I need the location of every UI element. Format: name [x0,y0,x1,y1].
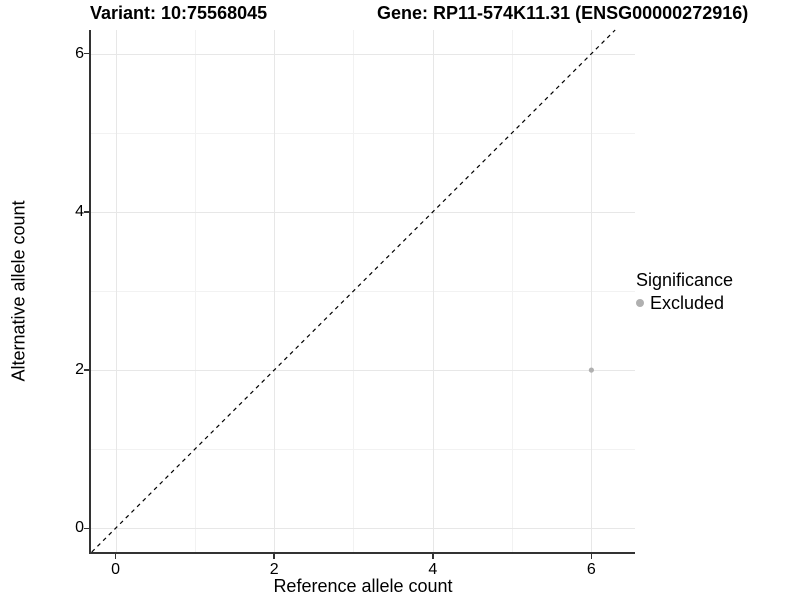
identity-dashed-line [91,29,616,553]
x-tick-mark [590,554,593,559]
x-tick-mark [114,554,117,559]
points-group [588,367,594,373]
legend-item-excluded: Excluded [636,293,733,313]
gridline-x-major [432,30,434,552]
x-tick-label: 0 [111,561,121,578]
x-tick-mark [273,554,275,559]
x-tick-label: 2 [269,561,279,578]
x-tick-mark [432,554,434,559]
gridline-x-major [591,30,593,552]
y-tick-mark [84,369,89,371]
plot-title-variant: Variant: 10:75568045 [90,3,268,23]
gridline-y-major [91,528,635,530]
y-tick-label: 6 [75,44,84,62]
plot-title-gene: Gene: RP11-574K11.31 (ENSG00000272916) [377,3,749,23]
x-tick-label: 4 [428,561,438,578]
gridline-y-minor [91,132,635,134]
plot-panel [89,29,635,554]
gridline-y-major [91,370,635,372]
y-tick-mark [84,52,89,55]
geom-layer [91,29,616,553]
gridline-y-minor [91,291,635,292]
legend: Significance Excluded [636,270,733,313]
gridline-x-major [115,30,117,552]
x-axis-title: Reference allele count [273,576,453,596]
data-point-excluded [588,367,594,373]
gridline-y-major [91,211,635,213]
legend-key-dot-icon [636,299,644,307]
gridline-y-minor [91,449,635,451]
x-tick-label: 6 [586,561,596,578]
legend-item-label: Excluded [650,293,725,313]
y-tick-label: 2 [75,361,84,379]
legend-title: Significance [636,270,734,290]
y-axis-title: Alternative allele count [8,200,29,382]
y-tick-mark [84,211,89,213]
gridline-y-major [91,53,635,55]
y-tick-mark [84,527,89,530]
gridline-x-major [274,30,276,552]
y-tick-label: 4 [75,202,84,220]
y-tick-label: 0 [75,519,84,537]
